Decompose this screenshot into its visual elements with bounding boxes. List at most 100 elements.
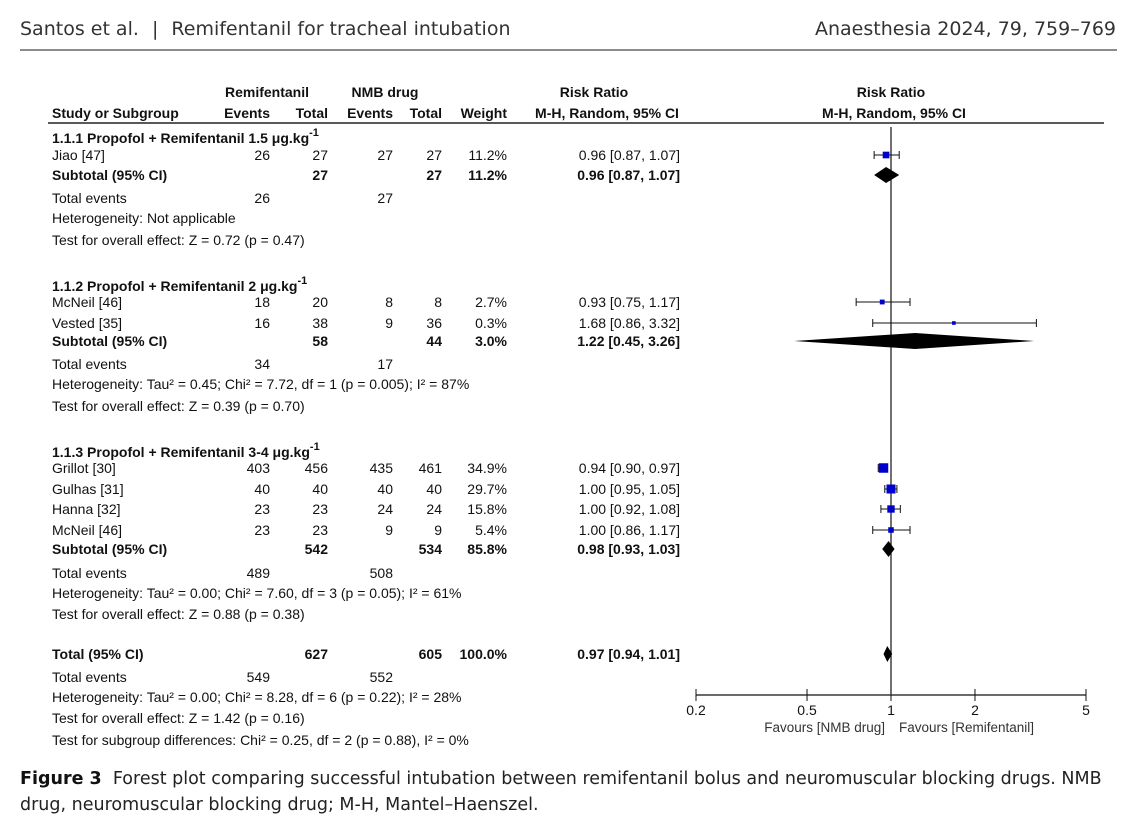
study-name: Hanna [32] xyxy=(52,501,121,517)
pooled-diamond xyxy=(874,167,900,183)
col-total-nmb: Total xyxy=(410,105,442,121)
subgroup-title: 1.1.3 Propofol + Remifentanil 3-4 μg.kg-… xyxy=(52,441,320,460)
subtotal-weight: 3.0% xyxy=(475,333,507,349)
total-ci: 0.97 [0.94, 1.01] xyxy=(577,646,680,662)
study-marker xyxy=(882,151,890,159)
events-nmb: 24 xyxy=(377,501,393,517)
study-weight: 0.3% xyxy=(475,315,507,331)
total-events-remi: 549 xyxy=(247,669,271,685)
study-ci: 0.93 [0.75, 1.17] xyxy=(579,294,680,310)
subtotal-weight: 85.8% xyxy=(467,541,507,557)
total-events-nmb: 17 xyxy=(377,356,393,372)
events-remi: 40 xyxy=(254,481,270,497)
col-events-nmb: Events xyxy=(347,105,393,121)
study-weight: 34.9% xyxy=(467,460,507,476)
col-ci-plot: M-H, Random, 95% CI xyxy=(822,105,966,121)
x-tick-label: 2 xyxy=(971,702,979,718)
study-ci: 1.68 [0.86, 3.32] xyxy=(579,315,680,331)
header-risk-ratio-plot: Risk Ratio xyxy=(857,84,925,100)
overall-effect-text: Test for overall effect: Z = 0.88 (p = 0… xyxy=(52,606,305,622)
pooled-diamond xyxy=(882,541,895,557)
header-authors: Santos et al. xyxy=(20,18,139,40)
events-nmb: 9 xyxy=(385,522,393,538)
total-weight: 100.0% xyxy=(460,646,508,662)
subtotal-total-nmb: 27 xyxy=(426,167,442,183)
subtotal-label: Subtotal (95% CI) xyxy=(52,333,167,349)
total-events-label: Total events xyxy=(52,565,127,581)
col-events-remi: Events xyxy=(224,105,270,121)
heterogeneity-text: Heterogeneity: Tau² = 0.00; Chi² = 7.60,… xyxy=(52,585,462,601)
favours-left-label: Favours [NMB drug] xyxy=(764,720,885,735)
header-separator: | xyxy=(151,18,159,40)
total-remi: 456 xyxy=(305,460,329,476)
study-marker xyxy=(888,527,894,533)
footer-stat: Test for overall effect: Z = 1.42 (p = 0… xyxy=(52,710,305,726)
study-marker xyxy=(952,321,956,325)
header-rule xyxy=(20,49,1117,51)
header-journal: Anaesthesia 2024, 79, 759–769 xyxy=(814,18,1116,40)
favours-right-label: Favours [Remifentanil] xyxy=(899,720,1034,735)
x-tick-label: 0.2 xyxy=(686,702,706,718)
subgroup-title: 1.1.1 Propofol + Remifentanil 1.5 μg.kg-… xyxy=(52,127,319,146)
col-ci: M-H, Random, 95% CI xyxy=(535,105,679,121)
total-nmb: 27 xyxy=(426,147,442,163)
total-remi: 20 xyxy=(312,294,328,310)
overall-effect-text: Test for overall effect: Z = 0.39 (p = 0… xyxy=(52,398,305,414)
total-label: Total (95% CI) xyxy=(52,646,144,662)
study-marker xyxy=(887,505,895,513)
total-events-label: Total events xyxy=(52,669,127,685)
study-marker xyxy=(878,463,889,473)
total-remi: 627 xyxy=(305,646,329,662)
total-events-label: Total events xyxy=(52,190,127,206)
subtotal-total-nmb: 534 xyxy=(419,541,443,557)
total-remi: 38 xyxy=(312,315,328,331)
study-marker xyxy=(879,299,885,305)
heterogeneity-text: Heterogeneity: Tau² = 0.45; Chi² = 7.72,… xyxy=(52,376,469,392)
study-weight: 2.7% xyxy=(475,294,507,310)
total-nmb: 8 xyxy=(434,294,442,310)
footer-stat: Heterogeneity: Tau² = 0.00; Chi² = 8.28,… xyxy=(52,689,462,705)
events-remi: 403 xyxy=(247,460,271,476)
events-remi: 18 xyxy=(254,294,270,310)
study-ci: 0.94 [0.90, 0.97] xyxy=(579,460,680,476)
study-ci: 1.00 [0.95, 1.05] xyxy=(579,481,680,497)
header-nmb-drug: NMB drug xyxy=(352,84,419,100)
events-remi: 23 xyxy=(254,501,270,517)
heterogeneity-text: Heterogeneity: Not applicable xyxy=(52,210,236,226)
subtotal-ci: 0.98 [0.93, 1.03] xyxy=(577,541,680,557)
events-nmb: 27 xyxy=(377,147,393,163)
total-nmb: 24 xyxy=(426,501,442,517)
total-nmb: 605 xyxy=(419,646,443,662)
caption-text: Forest plot comparing successful intubat… xyxy=(20,769,1102,815)
study-name: Vested [35] xyxy=(52,315,122,331)
events-nmb: 435 xyxy=(370,460,394,476)
overall-effect-text: Test for overall effect: Z = 0.72 (p = 0… xyxy=(52,232,305,248)
header-risk-ratio: Risk Ratio xyxy=(560,84,628,100)
study-name: Grillot [30] xyxy=(52,460,116,476)
study-name: Gulhas [31] xyxy=(52,481,124,497)
footer-stat: Test for subgroup differences: Chi² = 0.… xyxy=(52,732,469,748)
study-weight: 5.4% xyxy=(475,522,507,538)
total-nmb: 461 xyxy=(419,460,443,476)
total-events-remi: 34 xyxy=(254,356,270,372)
subtotal-ci: 0.96 [0.87, 1.07] xyxy=(577,167,680,183)
study-name: McNeil [46] xyxy=(52,522,122,538)
total-events-remi: 26 xyxy=(254,190,270,206)
pooled-diamond xyxy=(883,646,893,662)
events-nmb: 8 xyxy=(385,294,393,310)
study-name: Jiao [47] xyxy=(52,147,105,163)
caption-label: Figure 3 xyxy=(20,769,102,789)
total-remi: 23 xyxy=(312,501,328,517)
subtotal-ci: 1.22 [0.45, 3.26] xyxy=(577,333,680,349)
study-weight: 29.7% xyxy=(467,481,507,497)
total-events-nmb: 27 xyxy=(377,190,393,206)
col-weight: Weight xyxy=(461,105,508,121)
subtotal-label: Subtotal (95% CI) xyxy=(52,167,167,183)
header-remifentanil: Remifentanil xyxy=(225,84,309,100)
total-remi: 27 xyxy=(312,147,328,163)
total-events-label: Total events xyxy=(52,356,127,372)
study-ci: 0.96 [0.87, 1.07] xyxy=(579,147,680,163)
events-remi: 23 xyxy=(254,522,270,538)
figure-caption: Figure 3 Forest plot comparing successfu… xyxy=(20,766,1115,818)
